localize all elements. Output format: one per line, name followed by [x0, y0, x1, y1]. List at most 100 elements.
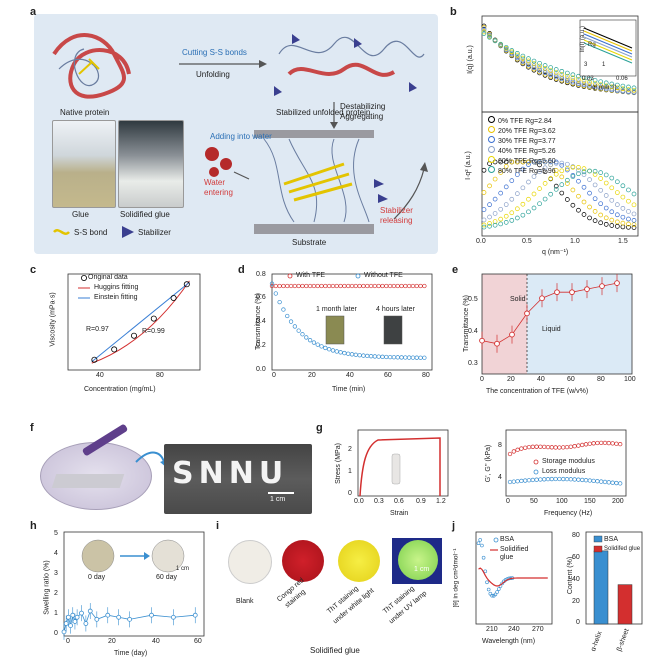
panel-letter-i: i: [216, 520, 220, 532]
j-bsa-point: [490, 593, 494, 598]
b-point-bottom: [553, 160, 559, 166]
g-loss-point: [538, 477, 543, 482]
b-point-bottom: [570, 187, 576, 193]
b-point-top: [592, 83, 598, 89]
g-loss-point: [530, 477, 535, 483]
b-point-top: [542, 71, 548, 77]
j-bsa-point: [478, 538, 483, 542]
b-point-top: [531, 58, 537, 64]
b-point-bottom: [592, 182, 598, 188]
b-point-bottom: [581, 169, 587, 175]
b-point-top: [598, 85, 604, 91]
b-point-top: [514, 54, 520, 59]
d-with-tfe-point: [323, 283, 328, 289]
f-substrate-photo: [164, 444, 312, 514]
b-inset-xtick-0: 0.03: [582, 76, 594, 82]
g-loss-point: [580, 477, 585, 483]
g-storage-point: [519, 446, 524, 451]
b-point-bottom: [592, 196, 598, 202]
i-congo-disc: [282, 540, 324, 582]
d-with-tfe-point: [277, 283, 282, 289]
e-marks: [479, 274, 620, 353]
b-point-bottom: [542, 196, 548, 202]
c-r1: R=0.97: [86, 326, 109, 333]
g-loss-point: [618, 481, 623, 486]
b-point-top: [620, 86, 626, 92]
d-without-tfe-point: [288, 319, 294, 324]
b-point-bottom: [620, 205, 626, 211]
b-point-top: [598, 79, 604, 85]
d-xlabel: Time (min): [332, 386, 366, 393]
b-inset-line: [583, 39, 633, 61]
b-point-bottom: [564, 167, 570, 173]
b-point-top: [542, 68, 548, 74]
b-point-bottom: [509, 210, 515, 216]
b-point-top: [531, 63, 537, 69]
h-xtick-1: 20: [108, 638, 116, 645]
g-xtick-3: 0.9: [416, 498, 426, 505]
j-cd-curves: [476, 537, 548, 598]
j-bar-ytick-1: 20: [572, 598, 580, 605]
h-data-point: [68, 623, 73, 628]
h-photo-day60: [151, 539, 185, 573]
panel-c: Viscosity (mPa·s) Concentration (mg/mL) …: [38, 268, 234, 416]
j-bar-legend-marker-glue: [593, 545, 603, 553]
b-inset-3: 3: [584, 62, 588, 68]
g-storage-point: [549, 445, 554, 450]
h-data-point: [87, 608, 93, 614]
e-xtick-4: 80: [597, 376, 605, 383]
b-legend-label: 0% TFE Rg=2.84: [498, 118, 552, 125]
g-modulus-frame: [505, 429, 627, 497]
b-point-bottom: [631, 218, 637, 223]
d-with-tfe-point: [292, 283, 298, 289]
b-point-top: [559, 76, 565, 82]
d-with-tfe-point: [315, 283, 320, 289]
panel-g-plot: [357, 429, 627, 497]
b-point-top: [520, 59, 526, 64]
h-data-point: [74, 614, 80, 620]
b-point-top: [564, 76, 570, 82]
g-storage-point: [568, 444, 573, 449]
b-point-top: [559, 77, 565, 83]
b-point-bottom: [581, 184, 587, 190]
b-point-bottom: [631, 211, 637, 217]
d-with-tfe-point: [273, 283, 278, 289]
b-point-top: [576, 79, 581, 85]
b-point-top: [542, 63, 548, 68]
d-with-tfe-point: [281, 283, 286, 289]
f-scale-bar: [268, 492, 294, 494]
b-point-bottom: [576, 171, 581, 177]
e-data-point: [494, 340, 500, 347]
b-point-bottom: [520, 166, 526, 172]
g-loss-point: [614, 480, 619, 486]
b-point-top: [609, 84, 615, 90]
b-point-top: [603, 80, 609, 86]
b-point-top: [581, 80, 587, 86]
e-solid-region: [482, 274, 527, 374]
b-point-bottom: [498, 221, 504, 227]
d-legend-without: Without TFE: [364, 272, 403, 279]
h-data-point: [149, 612, 154, 618]
b-inset-line: [583, 36, 633, 58]
b-point-bottom: [587, 215, 592, 221]
d-without-tfe-point: [414, 355, 419, 360]
b-point-top: [509, 48, 515, 53]
b-point-bottom: [576, 193, 581, 199]
h-day0: 0 day: [88, 574, 106, 581]
d-with-tfe-point: [372, 283, 378, 289]
h-xtick-2: 40: [152, 638, 160, 645]
d-without-tfe-point: [422, 355, 427, 360]
b-point-top: [570, 75, 576, 81]
b-legend-item: 0% TFE Rg=2.84: [488, 116, 556, 126]
b-point-bottom: [531, 205, 537, 211]
g-loss-point: [606, 480, 611, 485]
d-without-tfe-point: [334, 349, 339, 354]
h-photo-day0: [81, 539, 115, 573]
b-point-bottom: [570, 174, 576, 179]
d-legend-marker-without: [355, 273, 361, 279]
h-ytick-1: 1: [54, 610, 58, 617]
h-data-point: [79, 610, 84, 616]
g-storage-point: [538, 444, 543, 449]
panel-j-plot: [475, 531, 643, 625]
b-point-top: [559, 74, 565, 80]
